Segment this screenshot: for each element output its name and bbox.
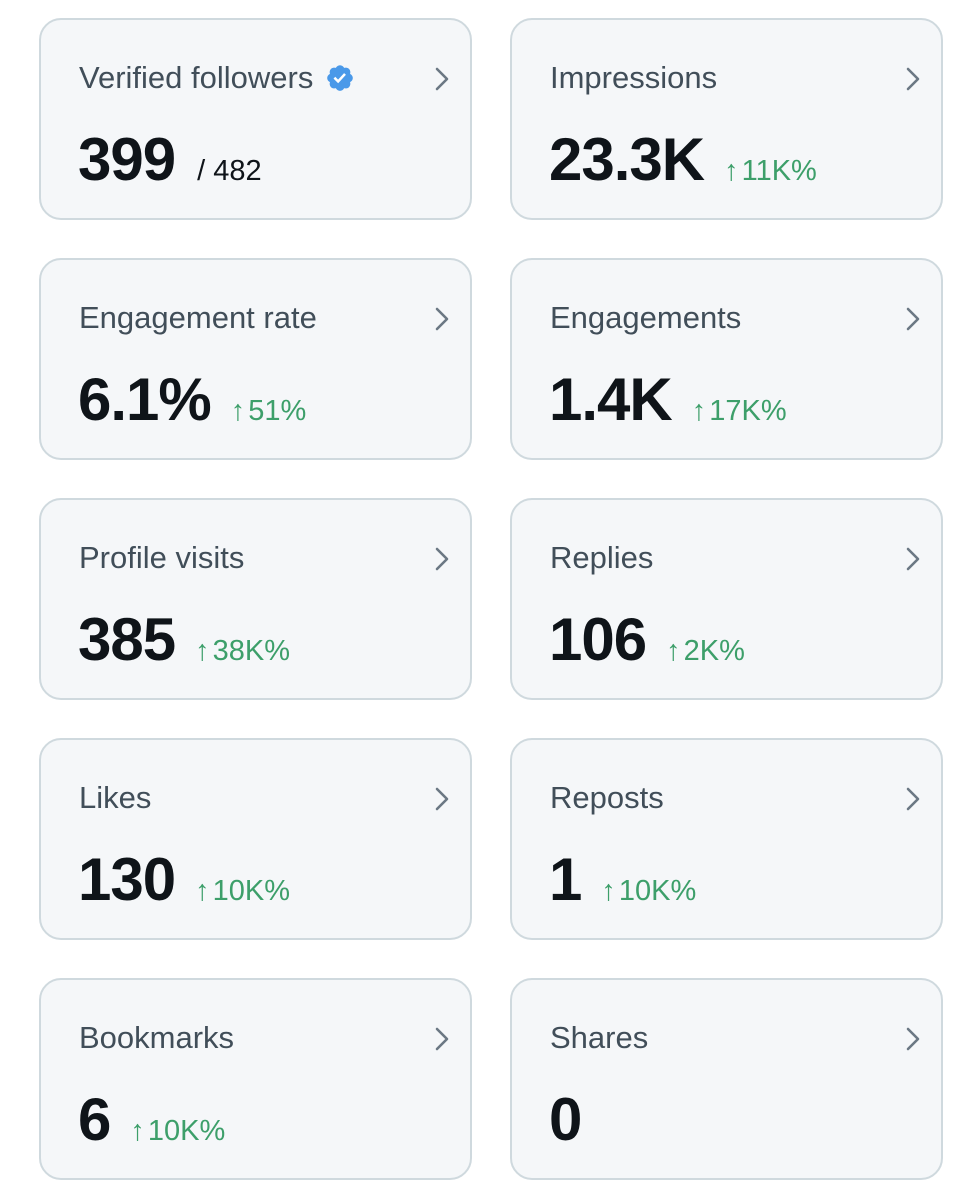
delta-value: 11K%: [741, 155, 817, 187]
metric-value: 1.4K: [549, 366, 673, 433]
arrow-up-icon: ↑: [724, 155, 739, 187]
card-label-text: Engagements: [550, 300, 742, 335]
metric-delta: ↑ 10K%: [601, 875, 696, 908]
chevron-right-icon: [906, 547, 920, 571]
metric-delta: ↑ 11K%: [724, 155, 817, 188]
arrow-up-icon: ↑: [195, 635, 210, 667]
metric-delta: ↑ 51%: [231, 395, 307, 428]
arrow-up-icon: ↑: [195, 875, 210, 907]
chevron-right-icon: [435, 1027, 449, 1051]
metric-delta: ↑ 2K%: [666, 635, 745, 668]
card-profile-visits[interactable]: Profile visits 385 ↑ 38K%: [39, 498, 472, 700]
card-shares[interactable]: Shares 0: [510, 978, 943, 1180]
value-row: 399 / 482: [78, 124, 262, 196]
delta-value: 17K%: [709, 395, 787, 427]
card-impressions[interactable]: Impressions 23.3K ↑ 11K%: [510, 18, 943, 220]
card-verified-followers[interactable]: Verified followers 399 / 482: [39, 18, 472, 220]
card-label: Reposts: [550, 778, 664, 818]
value-row: 6.1% ↑ 51%: [78, 364, 306, 436]
value-row: 6 ↑ 10K%: [78, 1084, 225, 1156]
arrow-up-icon: ↑: [601, 875, 616, 907]
value-row: 106 ↑ 2K%: [549, 604, 745, 676]
card-label-text: Engagement rate: [79, 300, 317, 335]
delta-value: 51%: [248, 395, 307, 427]
card-label-text: Impressions: [550, 60, 718, 95]
chevron-right-icon: [906, 307, 920, 331]
value-row: 130 ↑ 10K%: [78, 844, 290, 916]
chevron-right-icon: [906, 1027, 920, 1051]
card-engagements[interactable]: Engagements 1.4K ↑ 17K%: [510, 258, 943, 460]
value-row: 1 ↑ 10K%: [549, 844, 696, 916]
metric-delta: ↑ 38K%: [195, 635, 290, 668]
arrow-up-icon: ↑: [691, 395, 707, 427]
metric-value: 1: [549, 846, 582, 913]
metric-value: 385: [78, 606, 176, 673]
card-label-text: Likes: [79, 780, 152, 815]
metric-value: 399: [78, 126, 176, 193]
chevron-right-icon: [435, 787, 449, 811]
card-label: Impressions: [550, 58, 717, 98]
card-label: Shares: [550, 1018, 648, 1058]
card-label: Likes: [79, 778, 151, 818]
metric-value: 23.3K: [549, 126, 705, 193]
card-label-text: Shares: [550, 1020, 649, 1055]
metric-delta: ↑ 17K%: [692, 395, 787, 428]
delta-value: 2K%: [683, 635, 745, 667]
metrics-grid: Verified followers 399 / 482 Impressions…: [39, 18, 943, 1180]
delta-value: 38K%: [212, 635, 290, 667]
metric-delta: ↑ 10K%: [130, 1115, 225, 1148]
card-replies[interactable]: Replies 106 ↑ 2K%: [510, 498, 943, 700]
card-engagement-rate[interactable]: Engagement rate 6.1% ↑ 51%: [39, 258, 472, 460]
arrow-up-icon: ↑: [130, 1115, 145, 1147]
arrow-up-icon: ↑: [230, 395, 246, 427]
value-row: 1.4K ↑ 17K%: [549, 364, 787, 436]
card-label: Engagement rate: [79, 298, 317, 338]
card-label-text: Profile visits: [79, 540, 245, 575]
metric-delta: ↑ 10K%: [195, 875, 290, 908]
value-row: 23.3K ↑ 11K%: [549, 124, 817, 196]
card-label: Replies: [550, 538, 653, 578]
card-label: Bookmarks: [79, 1018, 234, 1058]
card-label-text: Bookmarks: [79, 1020, 235, 1055]
chevron-right-icon: [906, 787, 920, 811]
card-label-text: Verified followers: [79, 60, 314, 95]
metric-value: 0: [549, 1086, 582, 1153]
card-label-text: Reposts: [550, 780, 664, 815]
chevron-right-icon: [435, 67, 449, 91]
arrow-up-icon: ↑: [666, 635, 681, 667]
chevron-right-icon: [435, 547, 449, 571]
card-bookmarks[interactable]: Bookmarks 6 ↑ 10K%: [39, 978, 472, 1180]
card-label: Verified followers: [79, 58, 355, 98]
card-likes[interactable]: Likes 130 ↑ 10K%: [39, 738, 472, 940]
card-label: Profile visits: [79, 538, 244, 578]
delta-value: 10K%: [618, 875, 697, 907]
value-row: 0: [549, 1084, 582, 1156]
delta-value: 10K%: [212, 875, 290, 907]
card-label: Engagements: [550, 298, 741, 338]
metric-total: / 482: [197, 155, 262, 187]
delta-value: 10K%: [147, 1115, 226, 1147]
card-reposts[interactable]: Reposts 1 ↑ 10K%: [510, 738, 943, 940]
chevron-right-icon: [906, 67, 920, 91]
metric-value: 6: [78, 1086, 111, 1153]
verified-badge-icon: [327, 65, 354, 91]
chevron-right-icon: [435, 307, 449, 331]
card-label-text: Replies: [550, 540, 654, 575]
metric-value: 6.1%: [78, 366, 212, 433]
value-row: 385 ↑ 38K%: [78, 604, 290, 676]
metric-value: 106: [549, 606, 647, 673]
metric-value: 130: [78, 846, 176, 913]
